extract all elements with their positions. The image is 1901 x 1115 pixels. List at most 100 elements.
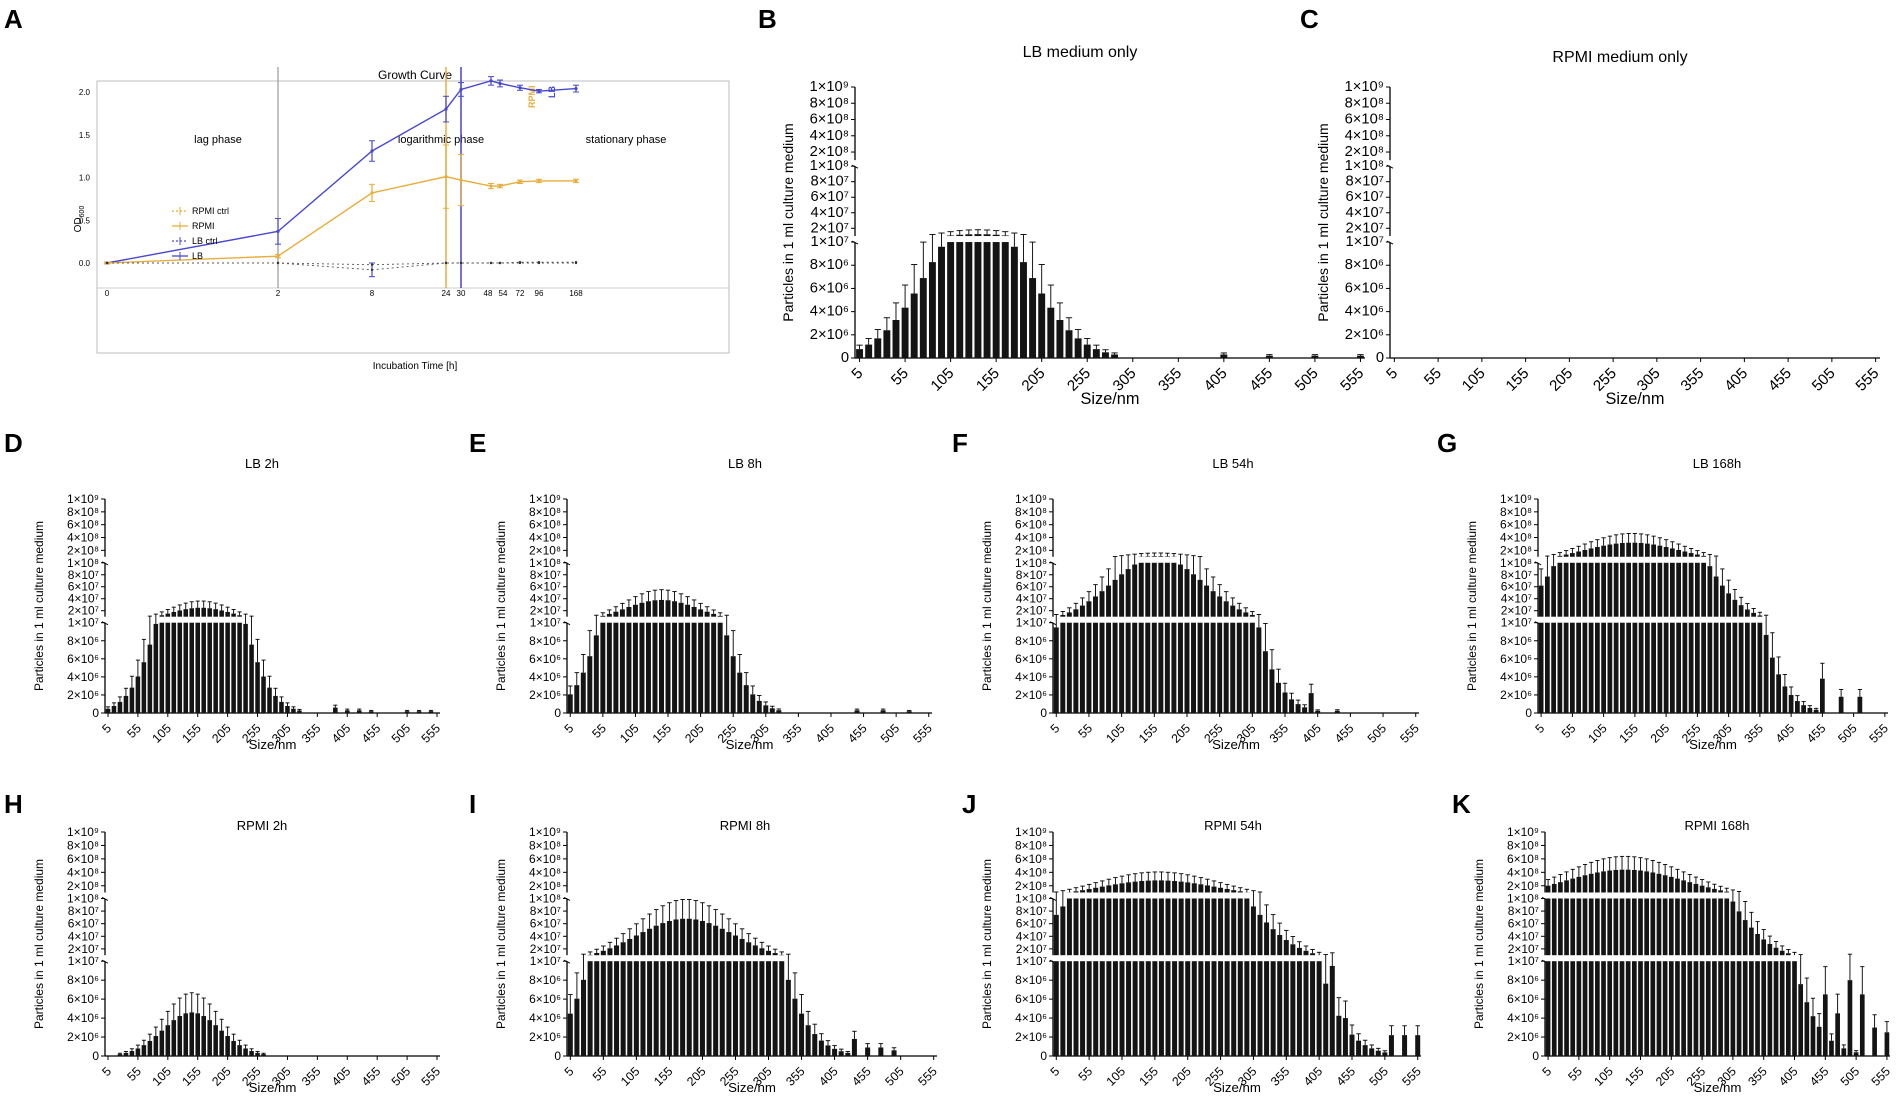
hist-bar [255, 662, 260, 713]
hist-xtick-label: 455 [1332, 721, 1357, 746]
hist-bar [1582, 898, 1588, 956]
hist-ytick-label: 0 [1376, 350, 1384, 366]
hist-ytick-label: 4×10⁶ [529, 1011, 561, 1025]
hist-bar [1356, 1040, 1362, 1056]
hist-bar [1277, 961, 1283, 1056]
hist-bar [1243, 622, 1249, 713]
hist-bar [1829, 1040, 1834, 1056]
growth-xtick: 168 [569, 289, 583, 298]
hist-bar [1705, 961, 1711, 1056]
hist-bar [693, 961, 699, 1056]
hist-ytick-label: 2×10⁷ [811, 220, 849, 236]
hist-bar [1382, 1052, 1388, 1056]
hist-ylabel: Particles in 1 ml culture medium [1465, 521, 1479, 691]
hist-bar [673, 919, 679, 956]
hist-bar [1311, 355, 1319, 358]
hist-bar [1681, 898, 1686, 956]
hist-bar [1164, 562, 1170, 617]
hist-ylabel: Particles in 1 ml culture medium [1315, 123, 1331, 321]
hist-bar [1720, 585, 1725, 617]
hist-xtick-label: 205 [1648, 721, 1673, 746]
hist-xtick-label: 205 [1019, 365, 1049, 395]
hist-ytick-label: 6×10⁷ [1016, 580, 1047, 594]
hist-bar [1126, 898, 1132, 956]
hist-ytick-label: 1×10⁷ [1016, 616, 1047, 630]
hist-title: RPMI medium only [1552, 49, 1687, 66]
hist-bar [1738, 622, 1744, 713]
hist-bar [1601, 898, 1606, 956]
hist-xtick-label: 105 [1585, 721, 1610, 746]
hist-bar [711, 613, 717, 617]
hist-bar [1601, 871, 1606, 893]
hist-bar [1751, 622, 1756, 713]
hist-xlabel: Size/nm [1213, 1080, 1261, 1095]
hist-bar [1303, 950, 1309, 956]
hist-bar [1588, 873, 1594, 893]
hist-ytick-label: 6×10⁸ [67, 852, 99, 866]
hist-bar [1625, 961, 1631, 1056]
hist-bar [1092, 349, 1100, 358]
hist-bar [1066, 898, 1072, 956]
hist-xtick-label: 505 [1838, 1064, 1863, 1089]
hist-bar [1191, 898, 1197, 956]
hist-bar [1243, 612, 1249, 617]
hist-bar [818, 1040, 824, 1056]
hist-ytick-label: 1×10⁸ [1507, 891, 1539, 905]
hist-ytick-label: 6×10⁸ [529, 518, 561, 532]
growth-point [518, 261, 522, 265]
hist-ytick-label: 1×10⁹ [67, 825, 99, 839]
hist-ytick-label: 6×10⁶ [1345, 280, 1384, 296]
hist-xlabel: Size/nm [249, 737, 297, 752]
hist-bar [231, 1040, 236, 1056]
hist-xlabel: Size/nm [1694, 1080, 1742, 1095]
hist-ytick-label: 4×10⁸ [67, 865, 99, 879]
hist-bar [938, 246, 945, 358]
hist-ytick-label: 2×10⁸ [67, 543, 99, 557]
hist-ytick-label: 1×10⁹ [67, 492, 99, 506]
hist-bar [1165, 880, 1171, 893]
hist-bar [279, 701, 284, 713]
hist-bar [1582, 549, 1588, 557]
hist-bar [1316, 961, 1322, 1056]
hist-bar [1323, 983, 1329, 1056]
panel-letter-C: C [1300, 4, 1319, 34]
hist-bar [659, 599, 664, 617]
hist-ytick-label: 4×10⁶ [67, 1011, 99, 1025]
hist-bar [1172, 881, 1178, 893]
hist-bar [1751, 612, 1756, 617]
growth-point [489, 184, 493, 188]
hist-bar [1675, 898, 1680, 956]
hist-bar [1086, 601, 1092, 617]
hist-bar [1296, 961, 1302, 1056]
hist-ytick-label: 6×10⁷ [68, 580, 99, 594]
hist-ytick-label: 6×10⁶ [1507, 992, 1539, 1006]
hist-xtick-label: 205 [1653, 1064, 1678, 1089]
hist-bar [291, 708, 296, 713]
hist-bar [1250, 961, 1256, 1056]
hist-ytick-label: 0 [1040, 1049, 1047, 1063]
hist-ylabel: Particles in 1 ml culture medium [494, 521, 508, 691]
hist-bar [1211, 961, 1217, 1056]
hist-ytick-label: 8×10⁷ [1016, 904, 1047, 918]
hist-xtick-label: 5 [99, 721, 114, 736]
hist-bar [1816, 1026, 1822, 1056]
hist-bar [974, 242, 982, 358]
hist-bar [1230, 622, 1236, 713]
hist-bar [678, 602, 684, 617]
hist-bar [1177, 622, 1183, 713]
hist-bar [1290, 961, 1296, 1056]
hist-bar [1010, 246, 1018, 358]
hist-xtick-label: 155 [1136, 721, 1161, 746]
hist-xtick-label: 405 [813, 721, 838, 746]
hist-bar [159, 622, 165, 713]
hist-bar [1730, 961, 1736, 1056]
hist-bar [1290, 944, 1296, 956]
hist-ytick-label: 2×10⁸ [529, 879, 561, 893]
hist-title: RPMI 54h [1204, 818, 1262, 833]
hist-bar [219, 1030, 224, 1056]
hist-bar [1152, 961, 1158, 1056]
hist-ytick-label: 6×10⁸ [1345, 112, 1384, 128]
hist-bar [891, 1050, 897, 1056]
hist-xtick-label: 355 [1745, 1064, 1770, 1089]
hist-ylabel: Particles in 1 ml culture medium [1472, 859, 1486, 1029]
